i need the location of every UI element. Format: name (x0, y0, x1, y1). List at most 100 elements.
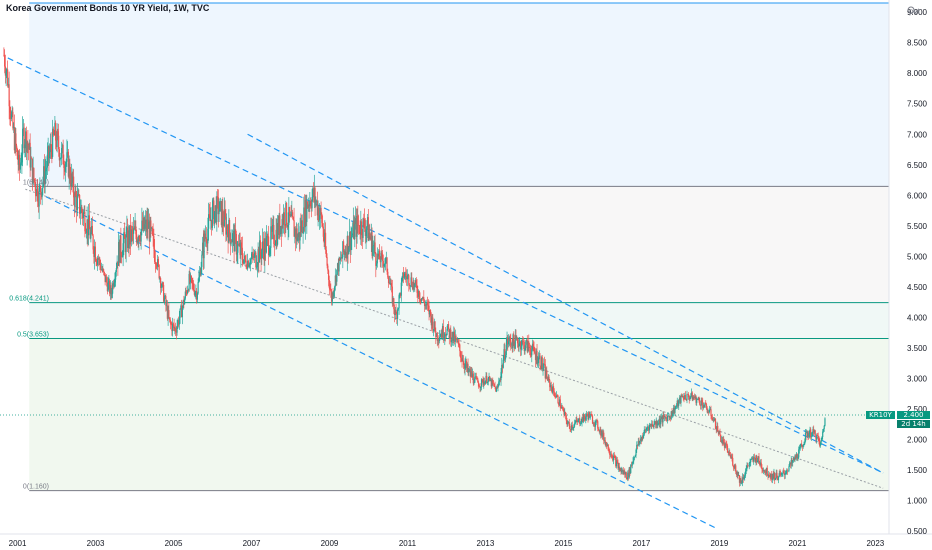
candle-body (646, 427, 648, 429)
candle-body (507, 337, 509, 345)
candle-body (277, 222, 279, 235)
candle-body (795, 453, 798, 458)
candle-body (477, 382, 480, 387)
candle-body (669, 416, 671, 418)
candle-body (639, 441, 641, 444)
candle-body (180, 305, 182, 309)
candle-body (684, 394, 687, 400)
candle-body (217, 196, 219, 198)
candle-body (524, 348, 526, 352)
candle-body (804, 441, 806, 445)
candle-body (385, 257, 387, 259)
candle-body (451, 331, 453, 341)
candle-body (693, 396, 695, 398)
candle-body (675, 405, 678, 407)
candle-body (103, 269, 105, 272)
candle-body (510, 344, 513, 346)
candle-body (394, 309, 396, 316)
candle-body (40, 185, 42, 193)
candle-body (688, 397, 690, 400)
candle-body (255, 252, 257, 268)
candle-body (191, 278, 193, 283)
candle-body (732, 457, 734, 466)
candle-body (145, 219, 147, 231)
candle-body (292, 217, 294, 221)
candle-body (18, 154, 20, 165)
candle-body (366, 217, 369, 228)
candle-body (440, 333, 442, 337)
candle-body (296, 228, 298, 241)
candle-body (337, 263, 339, 272)
candle-body (225, 216, 227, 235)
candle-body (543, 363, 545, 369)
candle-body (112, 283, 114, 287)
candle-body (654, 421, 656, 424)
candle-body (587, 415, 589, 420)
candle-body (371, 232, 373, 256)
candle-body (539, 355, 541, 367)
candle-body (312, 188, 315, 198)
candle-body (777, 476, 780, 481)
candle-body (327, 270, 330, 280)
candle-body (818, 438, 820, 441)
candle-body (411, 277, 413, 286)
candle-body (125, 234, 127, 253)
candle-body (50, 143, 52, 150)
candle-body (651, 424, 653, 426)
candle-body (252, 253, 254, 256)
candle-body (651, 424, 654, 426)
candle-body (497, 385, 499, 388)
candle-body (288, 207, 291, 217)
candle-body (745, 469, 747, 472)
candle-body (431, 317, 433, 326)
candle-body (357, 224, 360, 226)
candle-body (316, 200, 318, 216)
candle-body (56, 131, 58, 148)
candle-body (205, 237, 207, 243)
candle-body (303, 207, 305, 233)
candle-body (462, 360, 464, 362)
candle-body (782, 471, 784, 474)
candle-body (405, 273, 407, 277)
candle-body (335, 275, 337, 282)
candle-body (239, 243, 241, 256)
candle-body (323, 236, 325, 243)
candle-body (626, 477, 628, 480)
candle-body (685, 399, 687, 401)
candle-body (814, 430, 816, 437)
candle-body (466, 364, 468, 369)
candle-body (620, 468, 622, 473)
settings-icon[interactable] (906, 2, 920, 14)
candle-body (561, 406, 564, 409)
candle-body (303, 207, 306, 228)
candle-body (624, 471, 626, 475)
candle-body (591, 414, 593, 417)
candle-body (212, 200, 214, 207)
candle-body (585, 416, 587, 420)
candle-body (627, 472, 629, 480)
candle-body (305, 200, 307, 223)
candle-body (504, 355, 507, 360)
candle-body (822, 429, 825, 432)
candle-body (133, 228, 135, 230)
candle-body (317, 207, 319, 216)
candle-body (681, 396, 684, 398)
candle-body (705, 402, 707, 405)
candle-body (774, 478, 777, 480)
candle-body (225, 225, 228, 235)
candle-body (609, 454, 612, 456)
candle-body (85, 231, 87, 233)
candle-body (783, 473, 786, 475)
candle-body (527, 341, 529, 352)
candle-body (64, 167, 66, 172)
candle-body (758, 456, 760, 462)
candle-body (233, 231, 235, 252)
candle-body (654, 421, 657, 425)
candle-body (702, 405, 705, 408)
candle-body (424, 304, 426, 307)
candle-body (576, 419, 578, 421)
candle-body (205, 237, 207, 239)
time-tick-label: 2011 (399, 539, 417, 548)
candle-body (72, 176, 74, 183)
